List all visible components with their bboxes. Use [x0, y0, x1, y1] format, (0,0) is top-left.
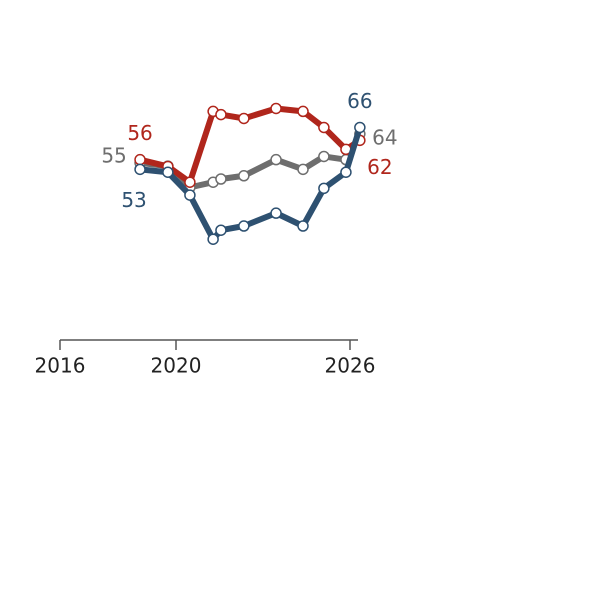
point [318, 121, 330, 134]
point [297, 163, 309, 176]
point [270, 153, 282, 166]
value-label: 62 [367, 155, 392, 179]
point [215, 108, 227, 121]
point [134, 153, 146, 166]
point [318, 150, 330, 163]
point [215, 173, 227, 185]
point [184, 176, 196, 188]
point [238, 220, 250, 232]
point [238, 170, 250, 182]
point [270, 207, 282, 219]
value-label: 55 [101, 143, 126, 167]
point [134, 163, 146, 176]
series-line [139, 126, 363, 243]
x-tick-label: 2020 [151, 354, 202, 378]
point [297, 220, 309, 232]
point [162, 166, 174, 178]
point [340, 166, 352, 178]
point [297, 105, 309, 118]
point [270, 102, 282, 115]
point [207, 233, 219, 245]
value-label: 64 [372, 125, 397, 149]
point [238, 112, 250, 125]
point [215, 224, 227, 236]
value-label: 66 [347, 89, 372, 113]
point [184, 189, 196, 201]
x-tick-label: 2016 [35, 354, 86, 378]
value-label: 56 [127, 121, 152, 145]
value-label: 53 [121, 188, 146, 212]
x-tick-label: 2026 [325, 354, 376, 378]
point [354, 121, 366, 134]
point [318, 182, 330, 195]
